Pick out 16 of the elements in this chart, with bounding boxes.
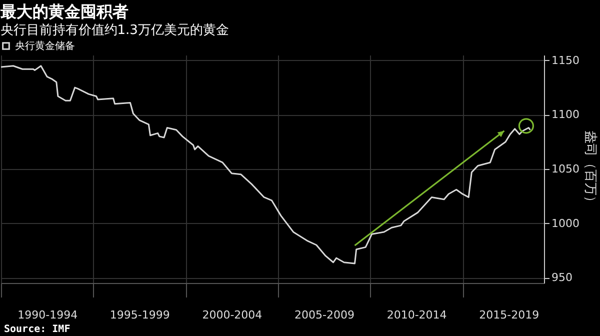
legend-label: 央行黄金储备 — [15, 40, 75, 52]
y-tick-label: 1150 — [552, 54, 580, 67]
x-tick-label: 1990-1994 — [18, 308, 78, 322]
x-tick-label: 2005-2009 — [294, 308, 354, 322]
x-tick-label: 1995-1999 — [110, 308, 170, 322]
chart-title: 最大的黄金囤积者 — [0, 2, 128, 21]
x-tick-label: 2015-2019 — [479, 308, 540, 322]
x-tick-label: 2000-2004 — [202, 308, 262, 322]
source-note: Source: IMF — [4, 324, 70, 335]
y-tick-label: 1050 — [552, 162, 580, 176]
y-tick-label: 1000 — [552, 216, 580, 230]
chart-subtitle: 央行目前持有价值约1.3万亿美元的黄金 — [0, 22, 229, 38]
y-tick-label: 1100 — [552, 108, 580, 122]
x-tick-label: 2010-2014 — [386, 308, 447, 322]
y-tick-label: 950 — [552, 271, 572, 284]
y-axis-title: 盎司（百万） — [582, 130, 598, 208]
